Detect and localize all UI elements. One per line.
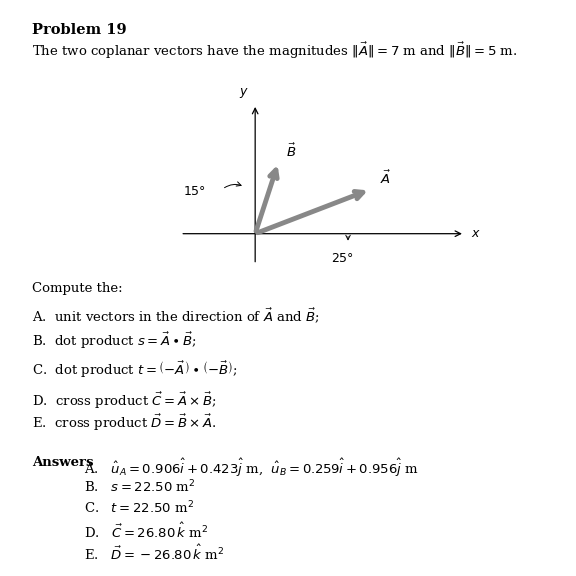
- Text: D.   $\vec{C} = 26.80\,\hat{k}$ m$^2$: D. $\vec{C} = 26.80\,\hat{k}$ m$^2$: [84, 522, 208, 541]
- Text: A.  unit vectors in the direction of $\vec{A}$ and $\vec{B}$;: A. unit vectors in the direction of $\ve…: [32, 306, 320, 325]
- Text: $x$: $x$: [471, 227, 480, 240]
- Text: E.   $\vec{D} = -26.80\,\hat{k}$ m$^2$: E. $\vec{D} = -26.80\,\hat{k}$ m$^2$: [84, 544, 224, 563]
- Text: $\vec{A}$: $\vec{A}$: [380, 169, 391, 187]
- Text: C.  dot product $t = \left(-\vec{A}\right) \bullet \left(-\vec{B}\right)$;: C. dot product $t = \left(-\vec{A}\right…: [32, 359, 237, 380]
- Text: B.   $s = 22.50$ m$^2$: B. $s = 22.50$ m$^2$: [84, 478, 195, 495]
- Text: $\vec{B}$: $\vec{B}$: [286, 142, 296, 160]
- Text: E.  cross product $\vec{D} = \vec{B} \times \vec{A}$.: E. cross product $\vec{D} = \vec{B} \tim…: [32, 413, 216, 433]
- Text: $25°$: $25°$: [331, 252, 354, 265]
- Text: A.   $\hat{u}_A = 0.906\hat{i} + 0.423\hat{j}$ m,  $\hat{u}_B = 0.259\hat{i} + 0: A. $\hat{u}_A = 0.906\hat{i} + 0.423\hat…: [84, 456, 418, 479]
- Text: B.  dot product $s = \vec{A} \bullet \vec{B}$;: B. dot product $s = \vec{A} \bullet \vec…: [32, 331, 197, 351]
- Text: Answers: Answers: [32, 456, 93, 469]
- Text: $15°$: $15°$: [183, 185, 206, 198]
- Text: Compute the:: Compute the:: [32, 282, 122, 295]
- Text: C.   $t = 22.50$ m$^2$: C. $t = 22.50$ m$^2$: [84, 500, 194, 517]
- Text: $y$: $y$: [240, 86, 249, 100]
- Text: Problem 19: Problem 19: [32, 23, 126, 37]
- Text: The two coplanar vectors have the magnitudes $\|\vec{A}\| = 7$ m and $\|\vec{B}\: The two coplanar vectors have the magnit…: [32, 40, 517, 60]
- Text: D.  cross product $\vec{C} = \vec{A} \times \vec{B}$;: D. cross product $\vec{C} = \vec{A} \tim…: [32, 391, 217, 411]
